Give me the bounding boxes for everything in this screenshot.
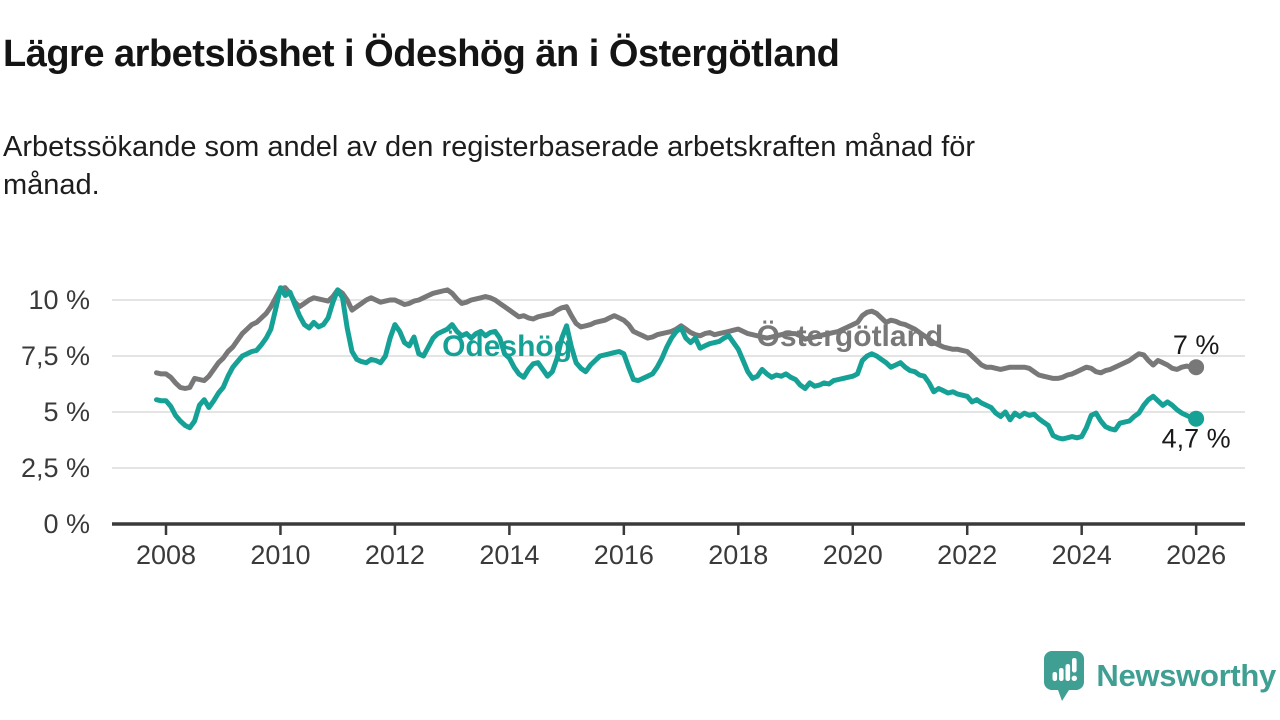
odeshog-label: Ödeshög xyxy=(442,330,572,363)
newsworthy-wordmark: Newsworthy xyxy=(1096,658,1276,693)
y-tick-label: 2,5 % xyxy=(21,453,90,483)
x-tick-label: 2020 xyxy=(823,540,883,570)
x-tick-label: 2012 xyxy=(365,540,425,570)
y-tick-label: 5 % xyxy=(43,397,90,427)
x-tick-label: 2022 xyxy=(937,540,997,570)
x-tick-label: 2008 xyxy=(136,540,196,570)
newsworthy-logo: Newsworthy xyxy=(1043,650,1276,702)
ostergotland-label: Östergötland xyxy=(757,320,944,353)
chart-subtitle: Arbetssökande som andel av den registerb… xyxy=(3,131,976,201)
x-tick-label: 2014 xyxy=(479,540,539,570)
y-tick-label: 0 % xyxy=(43,509,90,539)
ostergotland-value-label: 7 % xyxy=(1173,330,1220,360)
page-title: Lägre arbetslöshet i Ödeshög än i Österg… xyxy=(3,33,840,75)
x-tick-label: 2010 xyxy=(250,540,310,570)
ostergotland-line xyxy=(154,285,1199,391)
x-tick-label: 2016 xyxy=(594,540,654,570)
x-tick-label: 2018 xyxy=(708,540,768,570)
odeshog-value-label: 4,7 % xyxy=(1162,424,1231,454)
y-tick-label: 7,5 % xyxy=(21,341,90,371)
ostergotland-end-dot xyxy=(1188,359,1205,376)
x-tick-label: 2024 xyxy=(1052,540,1112,570)
odeshog-line xyxy=(154,285,1199,442)
x-tick-label: 2026 xyxy=(1166,540,1226,570)
odeshog-end-dot xyxy=(1188,410,1205,427)
y-tick-label: 10 % xyxy=(28,285,90,315)
newsworthy-logo-icon xyxy=(1044,651,1085,701)
